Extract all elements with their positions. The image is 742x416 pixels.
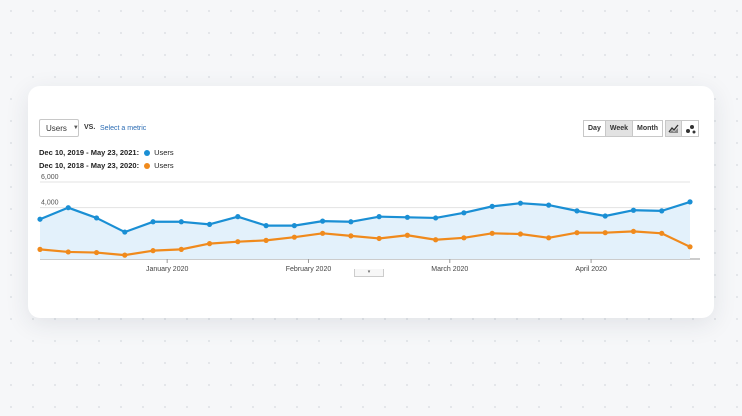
vs-label: VS. <box>84 124 96 131</box>
data-point <box>93 215 100 221</box>
legend-series-previous: Users <box>154 161 174 170</box>
y-tick-label: 6,000 <box>41 174 59 181</box>
data-point <box>602 230 608 236</box>
data-point <box>65 205 71 211</box>
x-tick-label: January 2020 <box>146 266 189 273</box>
line-chart-icon <box>668 124 679 133</box>
data-point <box>178 219 184 225</box>
data-point <box>461 210 467 216</box>
legend-range-current: Dec 10, 2019 - May 23, 2021: <box>39 148 140 157</box>
data-point <box>687 199 693 205</box>
data-point <box>178 246 184 252</box>
data-point <box>93 249 100 256</box>
data-point <box>630 228 637 235</box>
month-button[interactable]: Month <box>633 120 664 137</box>
day-button[interactable]: Day <box>583 120 606 137</box>
data-point <box>461 235 467 241</box>
data-point <box>659 208 665 214</box>
metric-dropdown-label: Users <box>46 123 67 133</box>
series-line-1 <box>39 230 691 257</box>
data-point <box>433 237 439 243</box>
data-point <box>404 232 410 238</box>
data-point <box>206 241 213 247</box>
data-point <box>630 207 637 213</box>
data-point <box>376 235 382 242</box>
legend-range-previous: Dec 10, 2018 - May 23, 2020: <box>39 161 140 170</box>
data-point <box>404 214 410 220</box>
granularity-group: Day Week Month <box>583 120 664 137</box>
x-tick-label: February 2020 <box>286 266 332 273</box>
data-point <box>150 248 156 254</box>
data-point <box>348 233 354 239</box>
data-point <box>517 200 524 206</box>
data-point <box>687 244 693 250</box>
motion-chart-button[interactable] <box>682 120 699 137</box>
legend-series-current: Users <box>154 148 174 157</box>
data-point <box>263 223 269 229</box>
chart-type-group <box>665 120 699 137</box>
data-point <box>546 235 552 241</box>
data-point <box>517 231 524 237</box>
data-point <box>659 230 665 236</box>
series-area <box>40 201 690 259</box>
data-point <box>263 237 269 243</box>
analytics-card: Users ▼ VS. Select a metric Day Week Mon… <box>28 86 714 318</box>
legend-dot-blue <box>144 149 151 156</box>
data-point <box>122 252 128 258</box>
data-point <box>235 239 241 245</box>
legend-row-current: Dec 10, 2019 - May 23, 2021: Users <box>39 148 174 157</box>
select-metric-link[interactable]: Select a metric <box>100 125 147 132</box>
x-tick-label: April 2020 <box>575 266 607 273</box>
motion-chart-icon <box>685 124 695 133</box>
data-point <box>291 234 297 240</box>
data-point <box>489 203 495 209</box>
data-point <box>489 230 495 236</box>
legend-dot-orange <box>144 162 151 169</box>
legend-row-previous: Dec 10, 2018 - May 23, 2020: Users <box>39 161 174 170</box>
metric-dropdown[interactable]: Users ▼ <box>39 119 79 137</box>
chevron-down-icon: ▼ <box>72 125 79 131</box>
x-tick-label: March 2020 <box>431 266 468 273</box>
data-point <box>291 223 297 229</box>
line-chart-button[interactable] <box>665 120 682 137</box>
data-point <box>37 216 43 222</box>
chart-collapse-handle[interactable]: ▾ <box>354 269 384 277</box>
data-point <box>37 246 43 252</box>
data-point <box>433 215 439 221</box>
series-line-0 <box>39 200 691 234</box>
data-point <box>320 218 326 224</box>
data-point <box>150 219 156 225</box>
y-tick-label: 4,000 <box>41 200 59 207</box>
data-point <box>602 213 608 219</box>
data-point <box>320 230 326 236</box>
week-button[interactable]: Week <box>605 120 634 137</box>
data-point <box>235 214 241 220</box>
data-point <box>574 208 580 214</box>
data-point <box>348 219 354 225</box>
data-point <box>65 249 71 255</box>
data-point <box>376 214 382 220</box>
data-point <box>206 221 213 227</box>
data-point <box>122 229 128 235</box>
data-point <box>546 202 552 208</box>
data-point <box>574 230 580 236</box>
